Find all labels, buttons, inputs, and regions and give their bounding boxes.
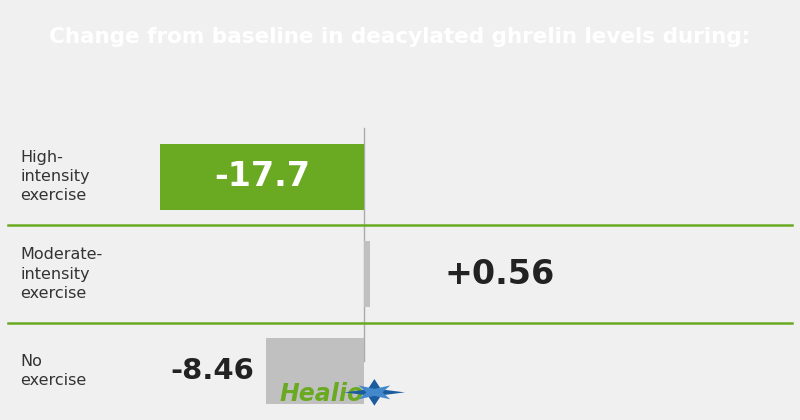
Text: High-
intensity
exercise: High- intensity exercise: [20, 150, 90, 203]
Text: -8.46: -8.46: [170, 357, 254, 386]
FancyBboxPatch shape: [364, 241, 370, 307]
FancyBboxPatch shape: [160, 144, 364, 210]
Text: No
exercise: No exercise: [20, 354, 86, 389]
Text: -17.7: -17.7: [214, 160, 310, 193]
Text: Healio: Healio: [280, 382, 364, 406]
Text: Moderate-
intensity
exercise: Moderate- intensity exercise: [20, 247, 102, 301]
Text: Change from baseline in deacylated ghrelin levels during:: Change from baseline in deacylated ghrel…: [50, 27, 750, 47]
FancyBboxPatch shape: [266, 338, 364, 404]
Polygon shape: [358, 386, 390, 399]
Text: +0.56: +0.56: [444, 257, 554, 291]
Polygon shape: [344, 379, 405, 406]
